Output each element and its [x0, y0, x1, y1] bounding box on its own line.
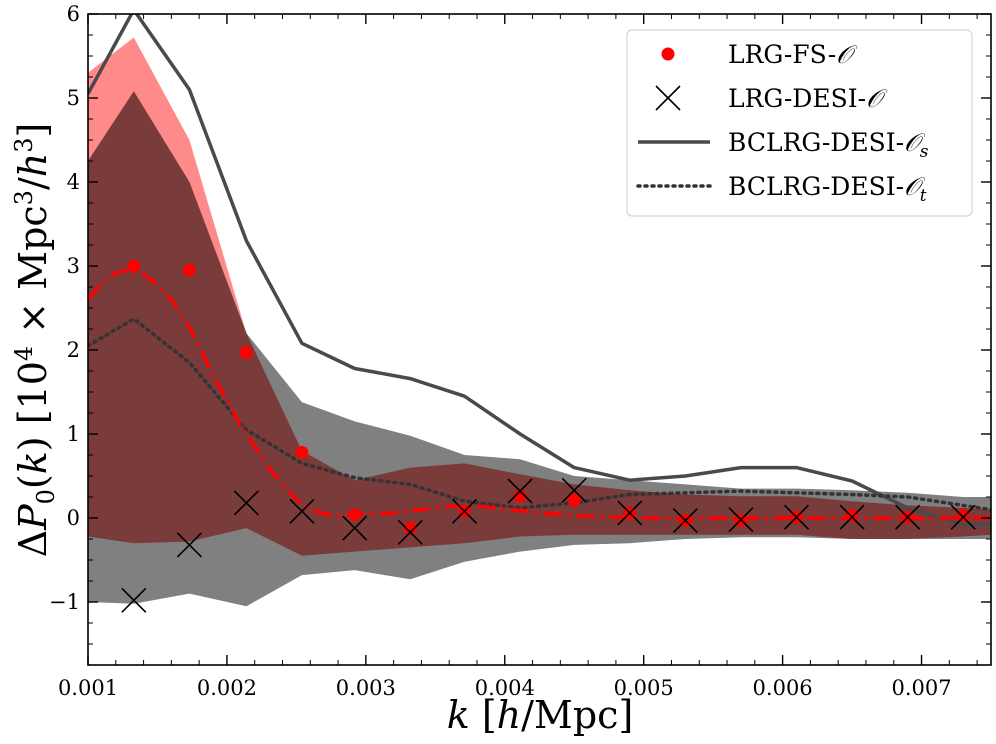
y-tick-label: 2 — [67, 338, 80, 362]
point-lrg-fs — [127, 259, 141, 273]
x-axis-label: k [h/Mpc] — [447, 693, 634, 737]
point-lrg-desi — [233, 490, 259, 516]
y-tick-label: 1 — [67, 422, 80, 446]
x-tick-label: 0.002 — [197, 676, 257, 700]
point-lrg-fs — [295, 445, 309, 459]
legend-label: LRG-FS-𝒪 — [728, 40, 858, 69]
point-lrg-desi — [342, 515, 368, 541]
point-lrg-desi — [121, 587, 147, 613]
y-tick-label: 6 — [67, 2, 80, 26]
legend-marker-dot — [661, 47, 675, 61]
point-lrg-desi — [672, 507, 698, 534]
axis-tick-labels: 0.001 0.002 0.003 0.004 0.005 0.006 0.007 −1 0 1 2… — [49, 2, 952, 700]
line-lrg-fs-o-model — [88, 268, 991, 520]
plot-frame — [87, 13, 992, 666]
point-lrg-desi — [617, 500, 643, 526]
point-lrg-desi — [289, 498, 315, 524]
point-lrg-fs — [348, 508, 362, 522]
point-lrg-desi — [950, 504, 976, 530]
x-tick-label: 0.006 — [753, 676, 813, 700]
y-tick-label: 3 — [67, 254, 80, 278]
point-lrg-desi — [728, 507, 754, 533]
series-lines — [88, 14, 991, 527]
y-tick-label: 4 — [67, 170, 80, 194]
x-tick-label: 0.003 — [336, 676, 396, 700]
point-lrg-fs — [403, 521, 417, 535]
point-lrg-desi — [507, 478, 533, 504]
legend-box — [626, 29, 973, 217]
point-lrg-fs — [239, 346, 253, 360]
legend-label: BCLRG-DESI-𝒪s — [728, 128, 929, 162]
legend-label: LRG-DESI-𝒪 — [728, 84, 888, 113]
point-lrg-desi — [895, 504, 921, 530]
legend: LRG-FS-𝒪 LRG-DESI-𝒪 BCLRG-DESI-𝒪s BCLRG-DES… — [626, 29, 973, 217]
point-lrg-desi — [176, 532, 202, 558]
point-lrg-desi — [561, 477, 587, 503]
point-lrg-fs — [513, 489, 527, 503]
x-tick-label: 0.004 — [475, 676, 535, 700]
legend-label: BCLRG-DESI-𝒪t — [728, 172, 927, 206]
axis-ticks — [87, 13, 991, 666]
point-lrg-desi — [397, 519, 423, 545]
y-tick-label: −1 — [49, 590, 80, 614]
x-tick-label: 0.001 — [58, 676, 118, 700]
point-lrg-fs — [845, 508, 859, 522]
x-tick-label: 0.005 — [614, 676, 674, 700]
line-bclrg-desi-os — [88, 14, 991, 527]
y-axis-label: ΔP0(k) [104 × Mpc3/h3] — [10, 123, 60, 558]
point-lrg-desi — [783, 504, 810, 530]
point-lrg-fs — [567, 493, 581, 507]
point-lrg-fs — [182, 263, 196, 277]
point-lrg-desi — [451, 498, 478, 524]
series-points — [121, 259, 976, 613]
legend-marker-x — [655, 85, 681, 111]
point-lrg-desi — [839, 504, 865, 530]
y-tick-label: 5 — [67, 86, 80, 110]
y-tick-label: 0 — [67, 506, 80, 530]
x-tick-label: 0.007 — [891, 676, 951, 700]
point-lrg-fs — [956, 508, 970, 522]
